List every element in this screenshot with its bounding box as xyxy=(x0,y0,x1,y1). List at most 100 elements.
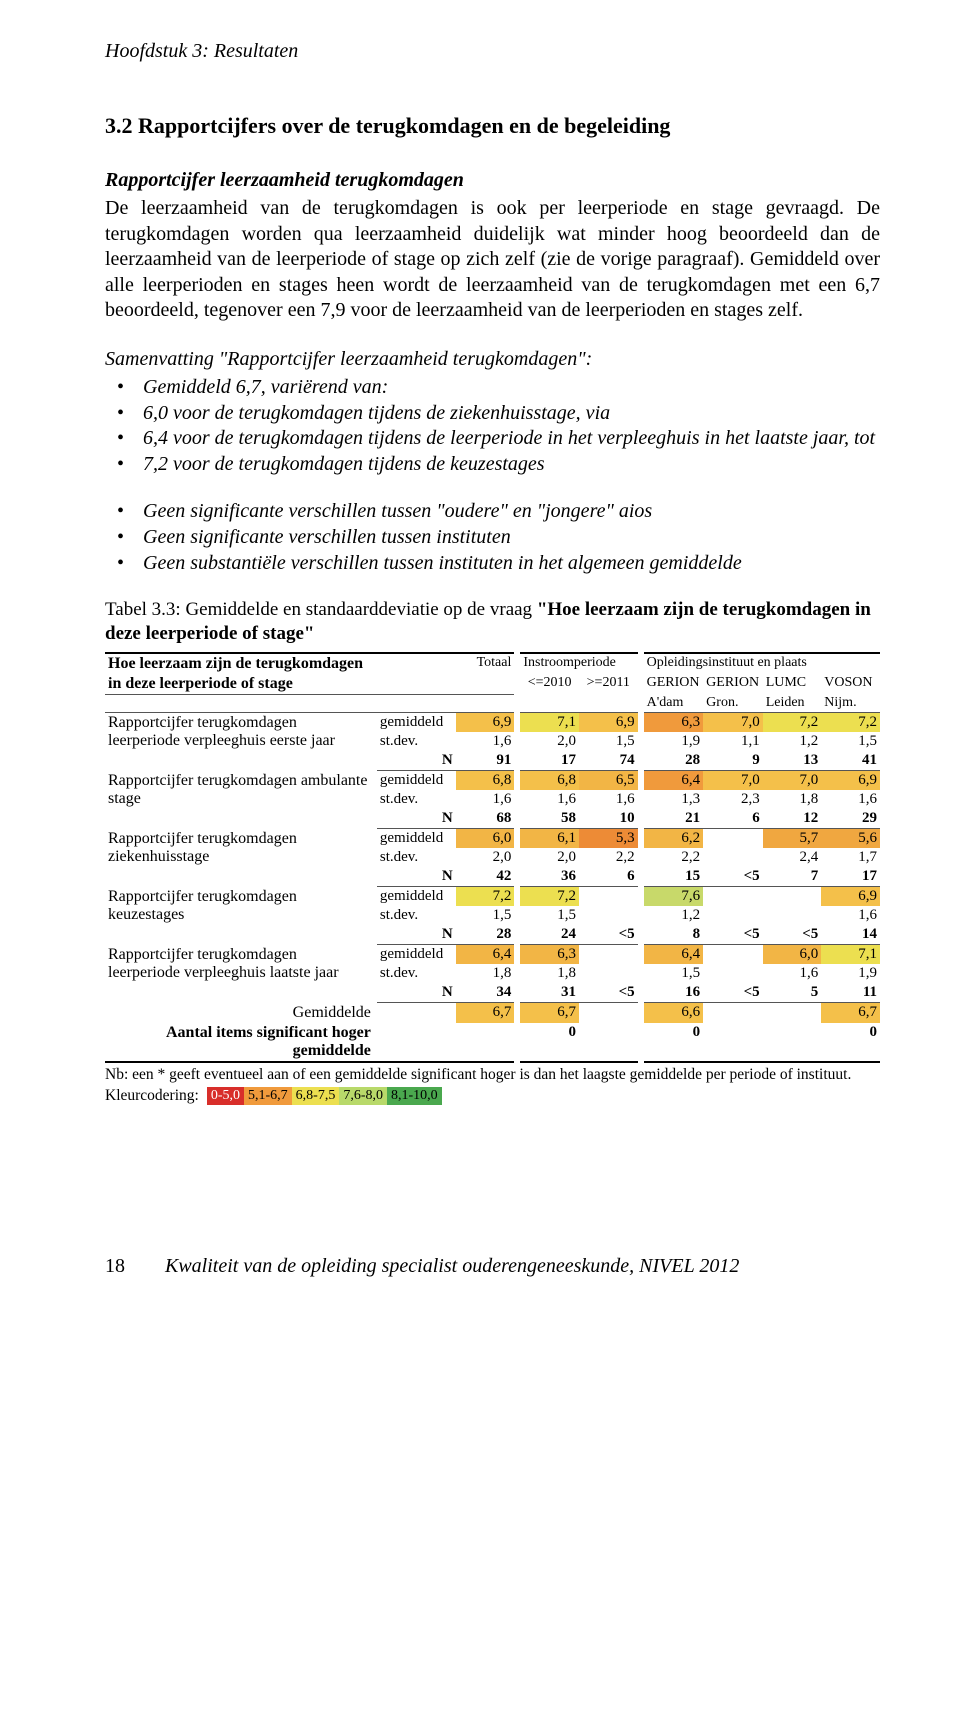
sig-cell xyxy=(763,1023,822,1062)
n-cell: 6 xyxy=(703,809,763,829)
sd-cell: 1,5 xyxy=(579,732,641,751)
n-cell: 36 xyxy=(517,867,579,887)
gem-cell: 6,1 xyxy=(517,829,579,849)
legend-label: Kleurcodering: xyxy=(105,1087,199,1105)
sd-cell xyxy=(763,906,822,925)
th-blank xyxy=(377,694,456,713)
sd-cell: 1,1 xyxy=(703,732,763,751)
stat-sd: st.dev. xyxy=(377,732,456,751)
th-lumc: LUMC xyxy=(763,674,822,695)
table-caption: Tabel 3.3: Gemiddelde en standaarddeviat… xyxy=(105,598,880,646)
body-paragraph: De leerzaamheid van de terugkomdagen is … xyxy=(105,196,880,324)
sd-cell: 1,5 xyxy=(641,964,704,983)
sd-cell: 1,6 xyxy=(579,790,641,809)
sd-cell: 1,2 xyxy=(763,732,822,751)
footer-title: Kwaliteit van de opleiding specialist ou… xyxy=(165,1255,739,1278)
n-cell: 13 xyxy=(763,751,822,771)
legend-box: 7,6-8,0 xyxy=(339,1087,387,1105)
gem-cell: 7,2 xyxy=(517,887,579,907)
n-cell: 10 xyxy=(579,809,641,829)
td-blank xyxy=(377,1003,456,1023)
stat-n: N xyxy=(377,867,456,887)
n-cell: <5 xyxy=(703,983,763,1003)
sd-cell: 1,6 xyxy=(456,732,518,751)
stat-sd: st.dev. xyxy=(377,964,456,983)
sig-cell: 0 xyxy=(517,1023,579,1062)
gem-cell: 5,7 xyxy=(763,829,822,849)
summary-bullets-2: Geen significante verschillen tussen "ou… xyxy=(105,499,880,576)
gem-cell: 6,9 xyxy=(821,771,880,791)
gem-cell xyxy=(763,887,822,907)
n-cell: 12 xyxy=(763,809,822,829)
n-cell: 7 xyxy=(763,867,822,887)
gem-cell: 7,1 xyxy=(821,945,880,965)
gem-cell: 7,0 xyxy=(703,713,763,733)
gem-cell xyxy=(579,887,641,907)
chapter-header: Hoofdstuk 3: Resultaten xyxy=(105,40,880,63)
sd-cell: 1,5 xyxy=(821,732,880,751)
sd-cell xyxy=(703,906,763,925)
stat-sd: st.dev. xyxy=(377,848,456,867)
gem-cell: 6,2 xyxy=(641,829,704,849)
overall-cell xyxy=(763,1003,822,1023)
th-gerion-g: GERION xyxy=(703,674,763,695)
gem-cell xyxy=(703,829,763,849)
stat-gem: gemiddeld xyxy=(377,829,456,849)
gem-cell xyxy=(579,945,641,965)
legend-box: 5,1-6,7 xyxy=(244,1087,292,1105)
n-cell: 21 xyxy=(641,809,704,829)
gem-cell: 6,0 xyxy=(763,945,822,965)
sig-cell xyxy=(579,1023,641,1062)
stat-sd: st.dev. xyxy=(377,790,456,809)
th-voson: VOSON xyxy=(821,674,880,695)
th-total: Totaal xyxy=(456,653,518,674)
gem-cell: 6,9 xyxy=(456,713,518,733)
sd-cell: 2,3 xyxy=(703,790,763,809)
gem-cell: 6,4 xyxy=(641,945,704,965)
stat-gem: gemiddeld xyxy=(377,713,456,733)
stat-gem: gemiddeld xyxy=(377,887,456,907)
sd-cell: 1,6 xyxy=(821,790,880,809)
th-blank xyxy=(456,694,518,713)
th-instituut: Opleidingsinstituut en plaats xyxy=(641,653,880,674)
row-label: Rapportcijfer terugkomdagen ambulante st… xyxy=(105,771,377,829)
gem-cell xyxy=(703,945,763,965)
sd-cell: 1,6 xyxy=(821,906,880,925)
n-cell: <5 xyxy=(763,925,822,945)
row-label: Rapportcijfer terugkomdagen keuzestages xyxy=(105,887,377,945)
sig-cell xyxy=(456,1023,518,1062)
overall-cell: 6,7 xyxy=(517,1003,579,1023)
gem-cell: 7,6 xyxy=(641,887,704,907)
n-cell: 9 xyxy=(703,751,763,771)
n-cell: 28 xyxy=(456,925,518,945)
row-label: Rapportcijfer terugkomdagen leerperiode … xyxy=(105,713,377,771)
overall-cell: 6,7 xyxy=(821,1003,880,1023)
n-cell: 16 xyxy=(641,983,704,1003)
th-blank xyxy=(105,694,377,713)
gem-cell: 6,0 xyxy=(456,829,518,849)
page-footer: 18 Kwaliteit van de opleiding specialist… xyxy=(105,1255,880,1278)
gem-cell: 7,0 xyxy=(703,771,763,791)
th-le2010: <=2010 xyxy=(517,674,579,695)
n-cell: 31 xyxy=(517,983,579,1003)
th-blank xyxy=(579,694,641,713)
n-cell: <5 xyxy=(579,983,641,1003)
bullet-item: 7,2 voor de terugkomdagen tijdens de keu… xyxy=(105,452,880,478)
th-ge2011: >=2011 xyxy=(579,674,641,695)
bullet-item: Geen significante verschillen tussen ins… xyxy=(105,525,880,551)
paragraph-subhead: Rapportcijfer leerzaamheid terugkomdagen xyxy=(105,169,880,192)
gem-cell: 7,2 xyxy=(456,887,518,907)
n-cell: 29 xyxy=(821,809,880,829)
sig-cell xyxy=(703,1023,763,1062)
page: Hoofdstuk 3: Resultaten 3.2 Rapportcijfe… xyxy=(0,0,960,1318)
sd-cell xyxy=(703,964,763,983)
stat-n: N xyxy=(377,751,456,771)
bullet-item: Geen significante verschillen tussen "ou… xyxy=(105,499,880,525)
stat-gem: gemiddeld xyxy=(377,771,456,791)
n-cell: <5 xyxy=(579,925,641,945)
sd-cell xyxy=(703,848,763,867)
stat-n: N xyxy=(377,925,456,945)
gem-cell: 6,4 xyxy=(456,945,518,965)
overall-cell: 6,6 xyxy=(641,1003,704,1023)
row-label: Rapportcijfer terugkomdagen ziekenhuisst… xyxy=(105,829,377,887)
